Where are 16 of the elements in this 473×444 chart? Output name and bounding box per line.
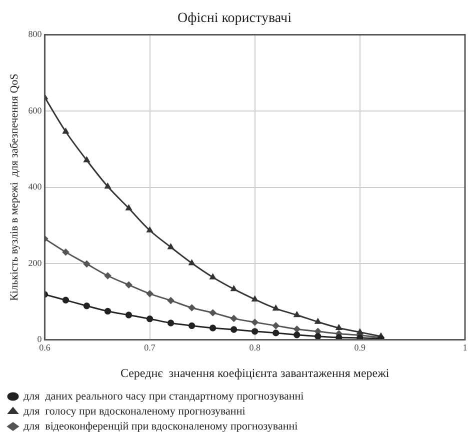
legend-label: для голосу при вдосконаленому прогнозуванні — [24, 405, 246, 418]
legend-label: для даних реального часу при стандартному прогнозуванні — [24, 390, 304, 402]
y-tick-label: 800 — [28, 29, 42, 40]
legend-label: для відеоконференцій при вдосконаленому прогнозуванні — [24, 420, 298, 432]
x-tick-label: 0.7 — [144, 342, 156, 353]
y-tick-label: 600 — [28, 105, 42, 116]
y-tick-label: 0 — [37, 334, 42, 344]
y-tick-label: 400 — [28, 182, 42, 192]
x-tick-label: 0.9 — [354, 342, 366, 353]
x-axis-title: Середнє значення коефіцієнта завантаження мережі — [120, 366, 390, 380]
y-tick-label: 200 — [28, 258, 42, 268]
y-axis-title: Кількість вузлів в мережі для забезпечення QoS — [8, 74, 20, 301]
x-tick-label: 0.6 — [39, 342, 51, 353]
chart-title: Офісні користувачі — [178, 11, 292, 26]
x-tick-label: 0.8 — [249, 342, 261, 353]
x-tick-label: 1 — [462, 342, 468, 353]
